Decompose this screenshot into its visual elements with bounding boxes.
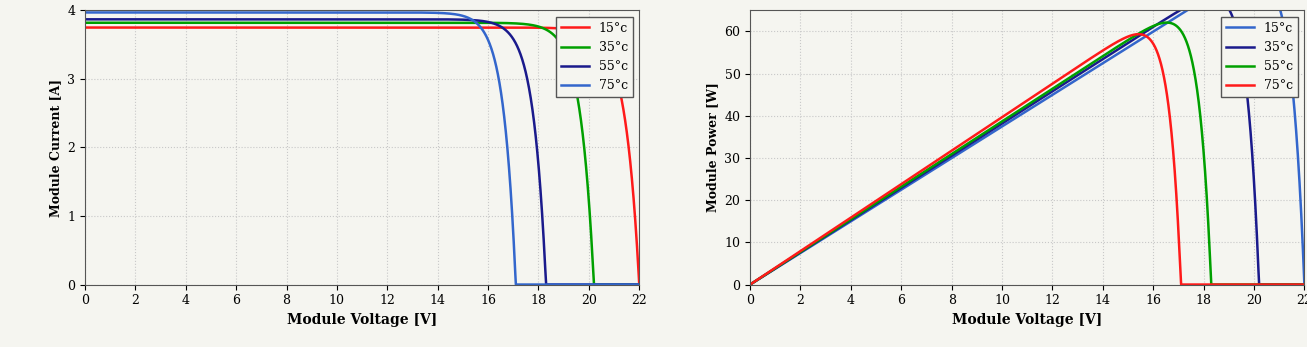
- 55°c: [544, 282, 559, 287]
- 35°c: [742, 282, 758, 287]
- 35°c: [1166, 12, 1182, 17]
- 55°c: [538, 282, 554, 287]
- Line: 75°c: 75°c: [750, 34, 1307, 285]
- 15°c: [1082, 69, 1098, 73]
- 75°c: [846, 214, 861, 218]
- 15°c: [501, 25, 516, 29]
- 55°c: [77, 17, 93, 22]
- 35°c: [417, 21, 433, 25]
- 55°c: [294, 17, 310, 22]
- 75°c: [959, 138, 975, 143]
- 55°c: [742, 282, 758, 287]
- 15°c: [644, 282, 660, 287]
- Line: 75°c: 75°c: [85, 12, 652, 285]
- X-axis label: Module Voltage [V]: Module Voltage [V]: [288, 313, 438, 327]
- 35°c: [180, 21, 196, 25]
- 75°c: [180, 10, 196, 15]
- 15°c: [294, 25, 310, 29]
- 15°c: [1111, 51, 1127, 55]
- 35°c: [544, 31, 559, 35]
- 75°c: [1131, 32, 1146, 36]
- 35°c: [959, 144, 975, 148]
- 75°c: [644, 282, 660, 287]
- 75°c: [1111, 39, 1127, 43]
- 75°c: [544, 282, 559, 287]
- 15°c: [742, 282, 758, 287]
- 75°c: [417, 10, 433, 15]
- 55°c: [446, 17, 461, 22]
- 35°c: [1111, 47, 1127, 51]
- 75°c: [1209, 282, 1225, 287]
- Line: 55°c: 55°c: [750, 23, 1307, 285]
- X-axis label: Module Voltage [V]: Module Voltage [V]: [951, 313, 1102, 327]
- 75°c: [446, 12, 461, 16]
- 15°c: [180, 25, 196, 29]
- 75°c: [1082, 57, 1098, 61]
- 35°c: [501, 21, 516, 25]
- 15°c: [846, 218, 861, 222]
- 55°c: [959, 142, 975, 146]
- 15°c: [446, 25, 461, 29]
- Legend: 15°c, 35°c, 55°c, 75°c: 15°c, 35°c, 55°c, 75°c: [557, 17, 633, 98]
- Line: 15°c: 15°c: [750, 0, 1307, 285]
- 55°c: [501, 30, 516, 34]
- 15°c: [1166, 17, 1182, 21]
- 35°c: [644, 282, 660, 287]
- 35°c: [586, 282, 601, 287]
- 75°c: [508, 282, 524, 287]
- 15°c: [77, 25, 93, 29]
- 35°c: [1082, 65, 1098, 69]
- 35°c: [294, 21, 310, 25]
- 55°c: [417, 17, 433, 22]
- 55°c: [1082, 62, 1098, 66]
- Y-axis label: Module Power [W]: Module Power [W]: [706, 83, 719, 212]
- 55°c: [846, 216, 861, 220]
- 55°c: [644, 282, 660, 287]
- 55°c: [1111, 44, 1127, 48]
- Line: 15°c: 15°c: [85, 27, 652, 285]
- 75°c: [742, 282, 758, 287]
- 75°c: [294, 10, 310, 15]
- 35°c: [446, 21, 461, 25]
- 35°c: [77, 21, 93, 25]
- Y-axis label: Module Current [A]: Module Current [A]: [48, 78, 61, 217]
- 75°c: [1166, 150, 1182, 154]
- 75°c: [501, 153, 516, 157]
- Legend: 15°c, 35°c, 55°c, 75°c: 15°c, 35°c, 55°c, 75°c: [1221, 17, 1298, 98]
- 15°c: [544, 26, 559, 30]
- Line: 35°c: 35°c: [85, 23, 652, 285]
- 15°c: [631, 282, 647, 287]
- 15°c: [417, 25, 433, 29]
- 15°c: [959, 146, 975, 151]
- Line: 35°c: 35°c: [750, 0, 1307, 285]
- 55°c: [1209, 282, 1225, 287]
- 55°c: [180, 17, 196, 22]
- 35°c: [846, 217, 861, 221]
- 55°c: [1166, 22, 1182, 26]
- 75°c: [77, 10, 93, 15]
- Line: 55°c: 55°c: [85, 19, 652, 285]
- 55°c: [1159, 20, 1175, 25]
